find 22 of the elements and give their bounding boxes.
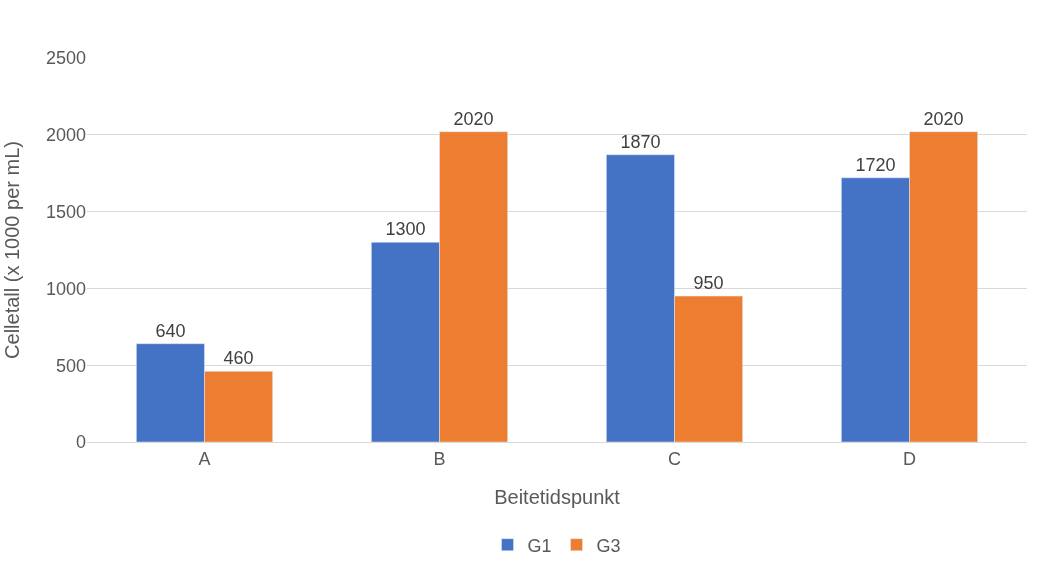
data-label: 640	[155, 320, 186, 341]
legend-label: G1	[527, 535, 552, 556]
data-label: 1720	[855, 154, 896, 175]
x-tick-label: A	[198, 448, 211, 469]
x-tick-label: B	[433, 448, 446, 469]
data-label: 950	[693, 273, 724, 294]
y-tick-label: 500	[55, 355, 86, 376]
data-label: 1300	[385, 219, 426, 240]
y-axis-title: Celletall (x 1000 per mL)	[1, 141, 24, 359]
y-tick-label: 1000	[45, 278, 86, 299]
data-label: 460	[223, 348, 254, 369]
y-tick-label: 0	[75, 432, 86, 453]
y-tick-label: 2000	[45, 125, 86, 146]
data-label: 2020	[453, 108, 494, 129]
x-tick-label: D	[903, 448, 916, 469]
data-label: 1870	[620, 131, 661, 152]
y-tick-label: 2500	[45, 48, 86, 69]
legend-label: G3	[596, 535, 621, 556]
x-axis-title: Beitetidspunkt	[494, 486, 621, 509]
x-tick-label: C	[668, 448, 681, 469]
y-tick-label: 1500	[45, 201, 86, 222]
data-label: 2020	[923, 108, 964, 129]
